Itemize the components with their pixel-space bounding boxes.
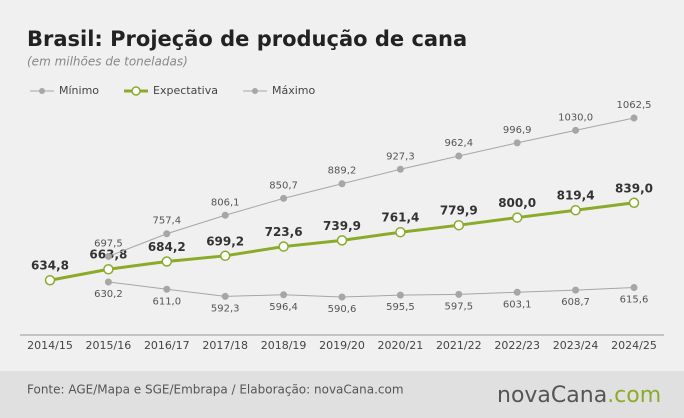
- point: [570, 204, 581, 216]
- point: [396, 165, 404, 173]
- point: [44, 274, 56, 286]
- data-label: 757,4: [152, 216, 181, 227]
- point: [513, 288, 521, 296]
- x-tick-label: 2020/21: [378, 339, 424, 352]
- data-label: 723,6: [265, 225, 303, 239]
- legend-label: Máximo: [272, 84, 316, 97]
- x-tick-label: 2014/15: [27, 339, 73, 352]
- chart-title: Brasil: Projeção de produção de cana: [27, 27, 467, 51]
- series-line: [108, 117, 635, 257]
- point: [336, 235, 348, 246]
- data-label: 590,6: [328, 304, 357, 315]
- data-label: 611,0: [152, 296, 181, 307]
- point: [104, 252, 112, 260]
- data-label: 996,9: [503, 125, 532, 136]
- footer-source: Fonte: AGE/Mapa e SGE/Embrapa / Elaboraç…: [27, 383, 404, 397]
- data-label: 603,1: [503, 299, 532, 310]
- data-label: 697,5: [94, 238, 123, 249]
- x-tick-label: 2021/22: [436, 339, 482, 352]
- point: [396, 291, 404, 299]
- series-line: [108, 281, 635, 298]
- data-label: 595,5: [386, 302, 415, 313]
- data-label: 739,9: [323, 219, 361, 233]
- data-label: 962,4: [444, 138, 473, 149]
- point: [280, 291, 288, 299]
- point: [455, 290, 463, 298]
- point: [630, 284, 638, 292]
- point: [395, 226, 406, 238]
- data-label: 615,6: [620, 295, 649, 306]
- point: [219, 250, 231, 262]
- point: [572, 126, 580, 134]
- data-label: 592,3: [211, 303, 240, 314]
- point: [630, 114, 638, 122]
- logo: novaCana.com: [497, 383, 661, 408]
- x-tick-label: 2019/20: [319, 339, 365, 352]
- point: [103, 263, 114, 275]
- footer-band: [0, 371, 684, 418]
- data-label: 850,7: [269, 180, 298, 191]
- x-tick-label: 2016/17: [144, 339, 190, 352]
- data-label: 699,2: [206, 234, 244, 248]
- x-tick-label: 2023/24: [553, 339, 599, 352]
- data-label: 1062,5: [617, 100, 652, 111]
- point: [221, 211, 229, 219]
- data-label: 596,4: [269, 302, 298, 313]
- point: [104, 278, 112, 286]
- x-tick-label: 2024/25: [611, 339, 657, 352]
- point: [163, 230, 171, 238]
- point: [221, 292, 229, 300]
- x-tick-label: 2015/16: [86, 339, 132, 352]
- data-label: 634,8: [31, 259, 69, 273]
- data-label: 806,1: [211, 197, 240, 208]
- data-label: 761,4: [381, 211, 419, 225]
- point: [278, 241, 289, 252]
- x-tick-label: 2017/18: [202, 339, 248, 352]
- chart-subtitle: (em milhões de toneladas): [27, 55, 188, 69]
- x-tick-label: 2022/23: [494, 339, 540, 352]
- legend-marker: [131, 86, 141, 96]
- x-tick-label: 2018/19: [261, 339, 307, 352]
- data-label: 630,2: [94, 289, 123, 300]
- point: [338, 293, 346, 301]
- point: [338, 180, 346, 188]
- legend-label: Mínimo: [59, 84, 99, 97]
- legend-label: Expectativa: [153, 84, 218, 97]
- logo-part: Cana: [551, 383, 607, 408]
- logo-part: .com: [607, 383, 661, 408]
- data-label: 819,4: [557, 189, 595, 203]
- data-label: 927,3: [386, 151, 415, 162]
- point: [163, 285, 171, 293]
- point: [513, 139, 521, 147]
- data-label: 597,5: [444, 301, 473, 312]
- logo-part: nova: [497, 383, 551, 408]
- data-label: 779,9: [440, 204, 478, 218]
- point: [453, 219, 465, 231]
- legend-marker: [39, 88, 45, 94]
- point: [511, 212, 523, 223]
- point: [572, 286, 580, 294]
- point: [628, 197, 640, 209]
- point: [280, 194, 288, 202]
- point: [455, 152, 463, 160]
- data-label: 889,2: [328, 166, 357, 177]
- data-label: 684,2: [148, 240, 186, 254]
- data-label: 839,0: [615, 181, 653, 195]
- data-label: 1030,0: [558, 112, 593, 123]
- data-label: 800,0: [498, 196, 536, 210]
- legend-marker: [251, 88, 258, 94]
- point: [161, 256, 173, 267]
- data-label: 608,7: [561, 297, 590, 308]
